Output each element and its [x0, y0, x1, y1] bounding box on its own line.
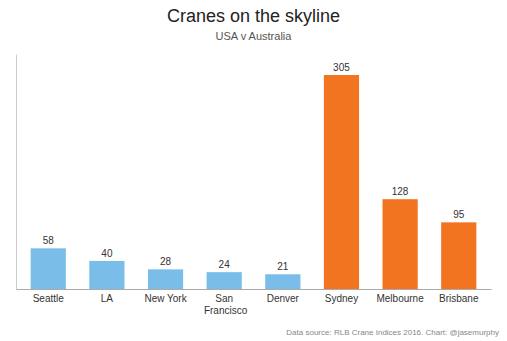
plot: 58 40 28 24 21 305 128 95 Seattle LA New York San F… — [17, 55, 492, 316]
bar — [324, 75, 359, 289]
x-axis: Seattle LA New York San Francisco Denver Sydn… — [17, 290, 492, 316]
x-tick: Melbourne — [376, 293, 424, 304]
data-label: 21 — [277, 261, 289, 272]
data-label: 58 — [43, 235, 55, 246]
bar — [31, 248, 66, 289]
bar — [265, 274, 300, 289]
data-label: 95 — [453, 209, 465, 220]
footnote: Data source: RLB Crane Indices 2016. Cha… — [286, 328, 499, 337]
x-tick-label: Brisbane — [439, 293, 479, 304]
bar — [383, 199, 418, 289]
x-tick-label: Melbourne — [376, 293, 424, 304]
bar — [441, 222, 476, 289]
y-axis-line — [16, 55, 17, 290]
x-tick: Sydney — [325, 293, 358, 304]
data-labels: 58 40 28 24 21 305 128 95 — [43, 62, 465, 272]
title: Cranes on the skyline — [167, 6, 340, 26]
x-tick: LA — [101, 293, 114, 304]
x-tick-label: New York — [144, 293, 187, 304]
x-tick: New York — [144, 293, 187, 304]
chart: Cranes on the skyline USA v Australia 58 40… — [0, 0, 507, 341]
data-label: 24 — [219, 259, 231, 270]
subtitle: USA v Australia — [216, 30, 293, 42]
x-tick-label: Sydney — [325, 293, 358, 304]
x-tick-label: Seattle — [33, 293, 65, 304]
x-tick-label: San Francisco — [201, 293, 248, 316]
bar — [207, 272, 242, 289]
bar — [89, 261, 124, 289]
x-tick: Denver — [267, 293, 300, 304]
data-label: 28 — [160, 256, 172, 267]
x-tick: Brisbane — [439, 293, 479, 304]
x-axis-line — [17, 289, 492, 290]
x-tick: San Francisco — [201, 293, 248, 316]
x-tick: Seattle — [33, 293, 65, 304]
bar — [148, 269, 183, 289]
y-axis — [16, 55, 17, 290]
x-tick-label: LA — [101, 293, 114, 304]
data-label: 40 — [101, 248, 113, 259]
data-label: 128 — [392, 186, 409, 197]
data-label: 305 — [333, 62, 350, 73]
x-tick-label: Denver — [267, 293, 300, 304]
bars — [31, 75, 477, 289]
